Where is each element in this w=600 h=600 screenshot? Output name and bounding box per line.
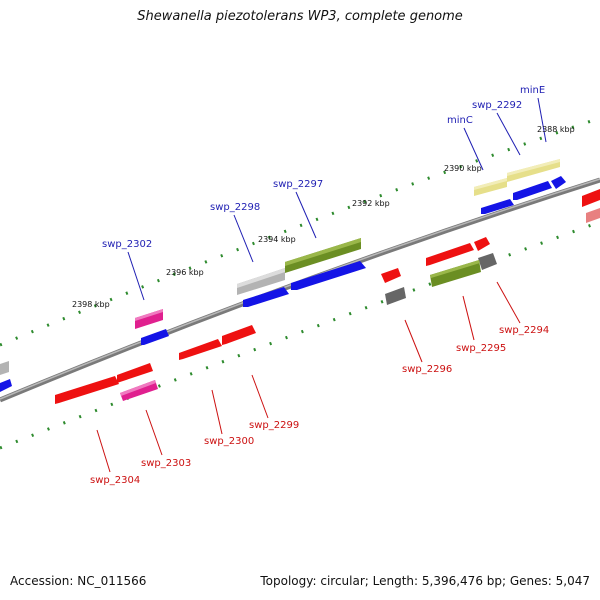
gene-swp_2295[interactable] [426,243,481,287]
genome-backbone [0,177,600,403]
accession-text: Accession: NC_011566 [10,574,147,588]
genome-summary-text: Topology: circular; Length: 5,396,476 bp… [260,574,590,588]
gene-left-edge[interactable] [0,361,12,392]
gene-features [0,159,600,404]
gene-label[interactable]: swp_2304 [90,475,140,486]
ruler-label: 2398 kbp [72,300,110,309]
gene-right-edge[interactable] [582,189,600,223]
gene-label[interactable]: swp_2297 [273,179,323,190]
gene-label[interactable]: swp_2295 [456,343,506,354]
gene-minE[interactable] [551,176,566,189]
lower-leader-lines [96,281,521,473]
upper-leader-lines [127,97,547,301]
gene-swp_2294[interactable] [474,237,497,270]
gene-swp_2299[interactable] [222,325,256,345]
map-title: Shewanella piezotolerans WP3, complete g… [137,9,463,24]
ruler-label: 2392 kbp [352,199,390,208]
gene-label[interactable]: swp_2292 [472,100,522,111]
gene-swp_2297[interactable] [285,238,366,290]
gene-label[interactable]: swp_2296 [402,364,452,375]
gene-swp_2303[interactable] [117,363,158,401]
ruler-label: 2396 kbp [166,268,204,277]
gene-label[interactable]: minE [520,85,545,96]
tick-ruler-upper [0,116,600,347]
gene-swp_2304[interactable] [55,376,119,404]
gene-label[interactable]: swp_2298 [210,202,260,213]
gene-label[interactable]: minC [447,115,473,126]
gene-swp_2302[interactable] [135,309,169,345]
ruler-label: 2394 kbp [258,235,296,244]
gene-label[interactable]: swp_2294 [499,325,549,336]
upper-gene-labels: minE swp_2292 minC swp_2297 swp_2298 swp… [102,85,545,250]
gene-label[interactable]: swp_2299 [249,420,299,431]
ruler-labels: 2388 kbp 2390 kbp 2392 kbp 2394 kbp 2396… [72,125,575,309]
gene-label[interactable]: swp_2303 [141,458,191,469]
gene-swp_2292[interactable] [507,159,560,200]
gene-swp_2296[interactable] [381,268,406,305]
gene-minC[interactable] [474,178,514,214]
ruler-label: 2390 kbp [444,164,482,173]
gene-label[interactable]: swp_2300 [204,436,254,447]
gene-swp_2298[interactable] [237,268,289,307]
gene-label[interactable]: swp_2302 [102,239,152,250]
lower-gene-labels: swp_2294 swp_2295 swp_2296 swp_2299 swp_… [90,325,549,486]
gene-swp_2300[interactable] [179,339,222,360]
ruler-label: 2388 kbp [537,125,575,134]
